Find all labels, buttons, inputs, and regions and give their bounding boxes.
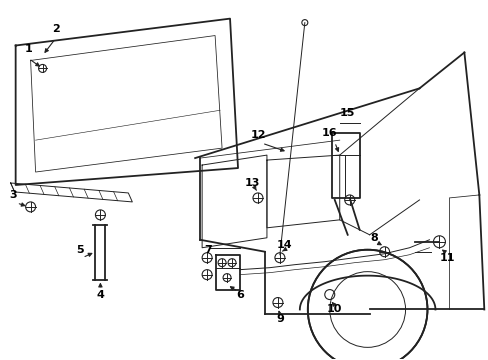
Text: 4: 4 bbox=[96, 289, 104, 300]
Text: 11: 11 bbox=[439, 253, 454, 263]
Text: 6: 6 bbox=[236, 289, 244, 300]
Text: 2: 2 bbox=[52, 24, 59, 33]
Text: 12: 12 bbox=[250, 130, 265, 140]
Text: 1: 1 bbox=[25, 44, 32, 54]
Text: 8: 8 bbox=[370, 233, 378, 243]
Text: 5: 5 bbox=[77, 245, 84, 255]
Text: 14: 14 bbox=[277, 240, 292, 250]
Text: 3: 3 bbox=[9, 190, 17, 200]
Text: 13: 13 bbox=[244, 178, 259, 188]
Text: 15: 15 bbox=[339, 108, 355, 118]
Text: 10: 10 bbox=[326, 305, 342, 315]
Ellipse shape bbox=[307, 250, 427, 360]
Text: 9: 9 bbox=[275, 314, 283, 324]
Text: 7: 7 bbox=[204, 245, 211, 255]
Text: 16: 16 bbox=[321, 128, 337, 138]
